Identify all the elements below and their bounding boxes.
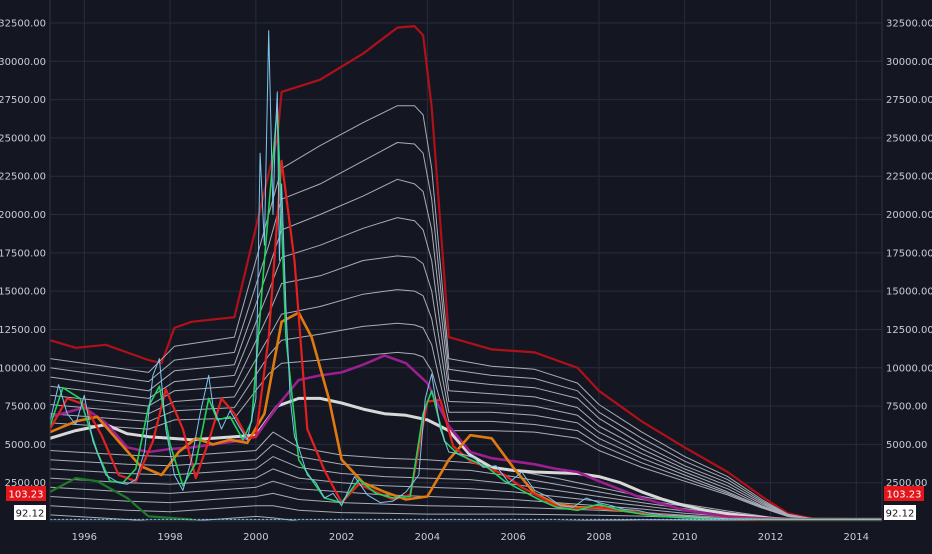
y-tick-label-right: 15000.00 — [886, 287, 932, 298]
series-line-envelope-1 — [50, 105, 882, 520]
x-tick-label: 2008 — [586, 532, 611, 543]
y-tick-label-right: 32500.00 — [886, 18, 932, 29]
x-tick-label: 1996 — [72, 532, 97, 543]
x-tick-label: 2014 — [844, 532, 869, 543]
y-tick-label-right: 12500.00 — [886, 325, 932, 336]
price-label-right: 103.23 — [887, 490, 922, 501]
y-tick-label-left: 32500.00 — [0, 18, 46, 29]
y-tick-label-left: 22500.00 — [0, 172, 46, 183]
y-tick-label-right: 20000.00 — [886, 210, 932, 221]
series-line-envelope-6 — [50, 289, 882, 520]
price-labels: 103.23 103.23 92.12 92.12 — [6, 486, 924, 520]
x-tick-label: 2002 — [329, 532, 354, 543]
x-tick-label: 1998 — [157, 532, 182, 543]
series-line-red-ma — [50, 159, 882, 521]
y-tick-label-left: 7500.00 — [5, 402, 46, 413]
price-label-left: 103.23 — [9, 490, 44, 501]
secondary-label-left: 92.12 — [16, 509, 45, 520]
secondary-label-right-box — [884, 505, 916, 520]
x-tick-label: 2006 — [500, 532, 525, 543]
x-tick-label: 2012 — [758, 532, 783, 543]
y-tick-label-left: 15000.00 — [0, 287, 46, 298]
series-line-envelope-7 — [50, 322, 882, 520]
y-tick-label-right: 17500.00 — [886, 248, 932, 259]
y-tick-label-left: 2500.00 — [5, 478, 46, 489]
y-tick-label-right: 25000.00 — [886, 133, 932, 144]
series-line-lower-envelope — [50, 477, 882, 521]
y-tick-label-left: 25000.00 — [0, 133, 46, 144]
y-tick-label-left: 27500.00 — [0, 95, 46, 106]
y-tick-label-right: 27500.00 — [886, 95, 932, 106]
y-tick-label-left: 20000.00 — [0, 210, 46, 221]
y-tick-label-right: 7500.00 — [886, 402, 927, 413]
secondary-label-right: 92.12 — [886, 509, 915, 520]
series-line-purple-ma — [50, 354, 882, 521]
y-tick-label-left: 12500.00 — [0, 325, 46, 336]
x-tick-label: 2004 — [415, 532, 440, 543]
y-tick-label-right: 5000.00 — [886, 440, 927, 451]
series-line-price-blue — [50, 30, 882, 520]
y-tick-label-left: 30000.00 — [0, 57, 46, 68]
y-tick-label-left: 17500.00 — [0, 248, 46, 259]
secondary-label-left-box — [14, 505, 46, 520]
price-label-right-box — [884, 486, 924, 501]
series-line-envelope-5 — [50, 255, 882, 520]
series-line-green-ma — [50, 106, 882, 521]
y-tick-label-left: 10000.00 — [0, 363, 46, 374]
series-layer — [50, 25, 882, 521]
y-tick-label-right: 22500.00 — [886, 172, 932, 183]
x-tick-label: 2000 — [243, 532, 268, 543]
y-tick-label-right: 10000.00 — [886, 363, 932, 374]
series-line-upper-envelope — [50, 25, 882, 521]
series-line-envelope-4 — [50, 217, 882, 520]
y-tick-label-left: 5000.00 — [5, 440, 46, 451]
y-tick-label-right: 30000.00 — [886, 57, 932, 68]
x-tick-label: 2010 — [672, 532, 697, 543]
grid — [50, 0, 882, 521]
series-line-envelope-2 — [50, 142, 882, 520]
y-tick-label-right: 2500.00 — [886, 478, 927, 489]
price-label-left-box — [6, 486, 46, 501]
